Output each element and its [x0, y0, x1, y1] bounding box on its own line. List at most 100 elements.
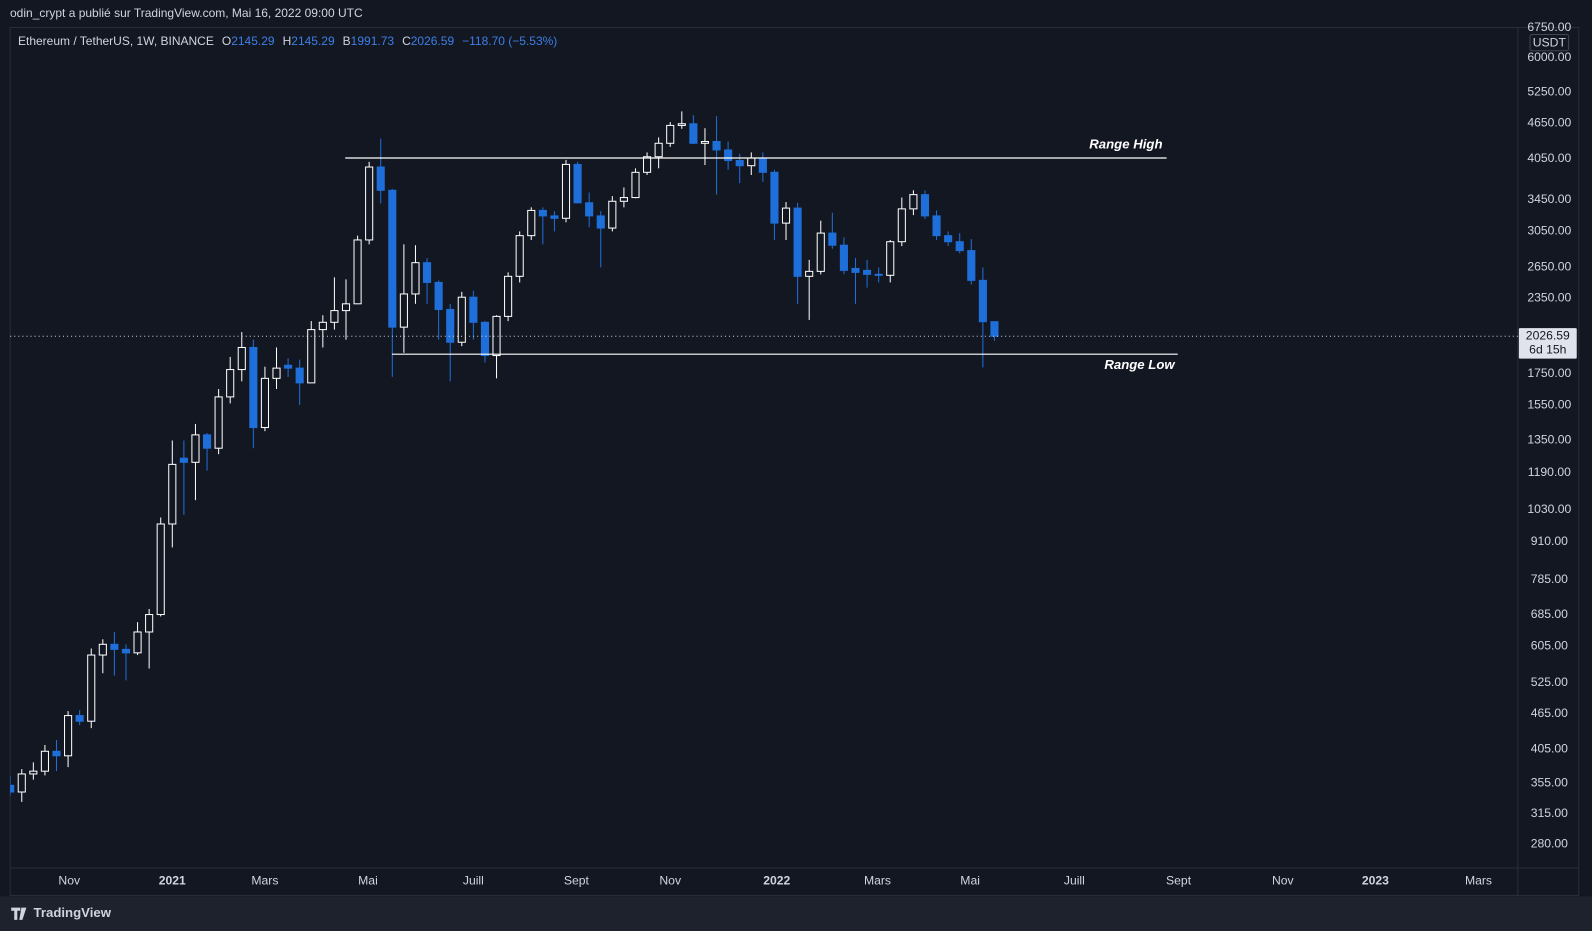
- plot: [10, 111, 999, 802]
- candle-body: [202, 434, 212, 449]
- footer-logo: [11, 907, 27, 920]
- candle-body: [770, 171, 779, 224]
- candle-body: [121, 648, 131, 654]
- candle-body: [851, 267, 860, 273]
- footer-bar: [0, 896, 1592, 931]
- y-tick-label: 605.00: [1531, 639, 1568, 653]
- candle-body: [527, 209, 536, 237]
- candle-body: [932, 215, 941, 237]
- y-tick-label: 405.00: [1531, 742, 1568, 756]
- ohlc-key: B: [342, 34, 351, 48]
- candle-body: [411, 262, 420, 295]
- candle-body: [816, 232, 825, 272]
- candle-body: [353, 239, 362, 305]
- x-tick-label: Juill: [463, 873, 484, 887]
- ohlc-key: C: [402, 34, 411, 48]
- candle-body: [504, 275, 513, 317]
- x-tick-label: Nov: [1272, 873, 1295, 887]
- x-tick-label: Mars: [864, 873, 891, 887]
- y-tick-label: 3050.00: [1527, 224, 1571, 238]
- candle-body: [596, 215, 605, 229]
- y-tick-label: 1550.00: [1527, 397, 1571, 411]
- ohlc-key: H: [282, 34, 292, 48]
- candle-body: [10, 784, 15, 793]
- y-tick-label: 4050.00: [1527, 151, 1571, 165]
- candle-body: [920, 194, 930, 217]
- candle-body: [967, 250, 976, 281]
- candle-body: [538, 209, 547, 217]
- y-tick-label: 1030.00: [1527, 502, 1571, 516]
- y-tick-label: 465.00: [1531, 706, 1568, 720]
- candle-body: [249, 346, 258, 429]
- y-tick-label: 315.00: [1531, 806, 1568, 820]
- candle-body: [330, 310, 339, 323]
- candle-body: [341, 303, 351, 312]
- y-tick-label: 1190.00: [1528, 465, 1571, 479]
- candle-body: [944, 235, 953, 243]
- x-tick-label: Mars: [1465, 873, 1492, 887]
- candle-body: [515, 235, 524, 277]
- unit-label: USDT: [1533, 35, 1567, 49]
- y-tick-label: 2350.00: [1527, 291, 1571, 305]
- candle-body: [318, 321, 327, 331]
- y-tick-label: 785.00: [1531, 572, 1568, 586]
- y-tick-label: 6000.00: [1527, 50, 1571, 64]
- legend: Ethereum / TetherUS, 1W, BINANCE O 2145.2…: [18, 34, 557, 48]
- y-tick-label: 2650.00: [1527, 260, 1571, 274]
- candle-body: [874, 273, 883, 276]
- candle-body: [40, 750, 49, 772]
- candle-body: [712, 140, 721, 151]
- y-tick-label: 910.00: [1531, 534, 1568, 548]
- x-tick-label: 2021: [159, 873, 186, 887]
- candle-body: [64, 715, 73, 757]
- candle-body: [619, 197, 628, 202]
- candle-body: [839, 244, 848, 271]
- candle-body: [156, 523, 165, 616]
- candle-body: [422, 262, 432, 283]
- candle-body: [29, 770, 38, 775]
- candle-body: [573, 163, 582, 204]
- x-tick-label: Nov: [659, 873, 682, 887]
- candle-body: [365, 166, 374, 241]
- candle-body: [863, 269, 872, 275]
- candle-body: [480, 321, 490, 357]
- candle-body: [561, 163, 571, 219]
- symbol: Ethereum / TetherUS, 1W, BINANCE: [18, 34, 214, 48]
- candle-body: [758, 157, 767, 173]
- candle-body: [747, 157, 756, 167]
- candle-body: [98, 643, 107, 656]
- countdown: 6d 15h: [1529, 343, 1566, 357]
- candle-body: [724, 149, 733, 162]
- change: −118.70 (−5.53%): [462, 34, 558, 48]
- candle-body: [654, 142, 663, 158]
- candle-body: [550, 215, 559, 219]
- ohlc-value: 2145.29: [231, 34, 275, 48]
- ohlc-value: 2026.59: [410, 34, 455, 48]
- candle-body: [307, 329, 316, 384]
- candle-body: [17, 773, 26, 793]
- y-tick-label: 4650.00: [1527, 115, 1571, 129]
- x-tick-label: 2022: [763, 873, 790, 887]
- candle-body: [168, 463, 177, 525]
- x-tick-label: Sept: [564, 873, 590, 887]
- x-tick-label: Mai: [960, 873, 980, 887]
- candle-body: [643, 156, 652, 173]
- candle-body: [388, 189, 397, 328]
- candle-body: [886, 241, 895, 276]
- candle-body: [133, 631, 142, 654]
- candle-body: [978, 279, 987, 323]
- y-tick-label: 3450.00: [1527, 192, 1571, 206]
- y-tick-label: 6750.00: [1527, 20, 1571, 34]
- y-tick-label: 1750.00: [1527, 366, 1571, 380]
- y-tick-label: 5250.00: [1527, 84, 1571, 98]
- candle-body: [990, 321, 999, 337]
- candle-body: [446, 308, 455, 343]
- candle-body: [272, 367, 281, 379]
- candle-body: [52, 750, 61, 757]
- ohlc-value: 2145.29: [291, 34, 335, 48]
- candle-body: [110, 643, 119, 650]
- candle-body: [87, 654, 96, 722]
- candle-body: [909, 194, 918, 210]
